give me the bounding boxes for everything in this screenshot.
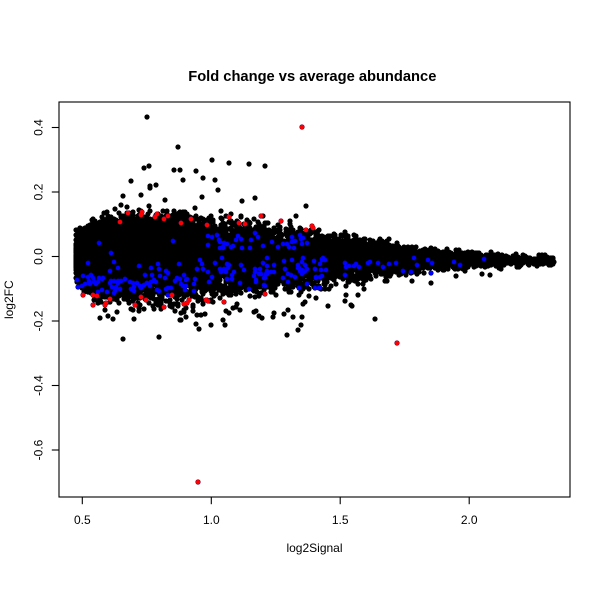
svg-text:-0.2: -0.2 (32, 310, 46, 331)
svg-text:0.4: 0.4 (32, 119, 46, 136)
svg-text:0.5: 0.5 (74, 513, 91, 527)
svg-text:Fold change vs average abundan: Fold change vs average abundance (188, 69, 436, 85)
svg-text:2.0: 2.0 (461, 513, 478, 527)
svg-text:log2FC: log2FC (2, 280, 16, 319)
svg-text:-0.4: -0.4 (32, 375, 46, 396)
svg-text:log2Signal: log2Signal (286, 541, 342, 555)
svg-text:1.5: 1.5 (332, 513, 349, 527)
svg-text:1.0: 1.0 (203, 513, 220, 527)
svg-text:0.2: 0.2 (32, 183, 46, 200)
svg-text:0.0: 0.0 (32, 248, 46, 265)
svg-text:-0.6: -0.6 (32, 439, 46, 460)
